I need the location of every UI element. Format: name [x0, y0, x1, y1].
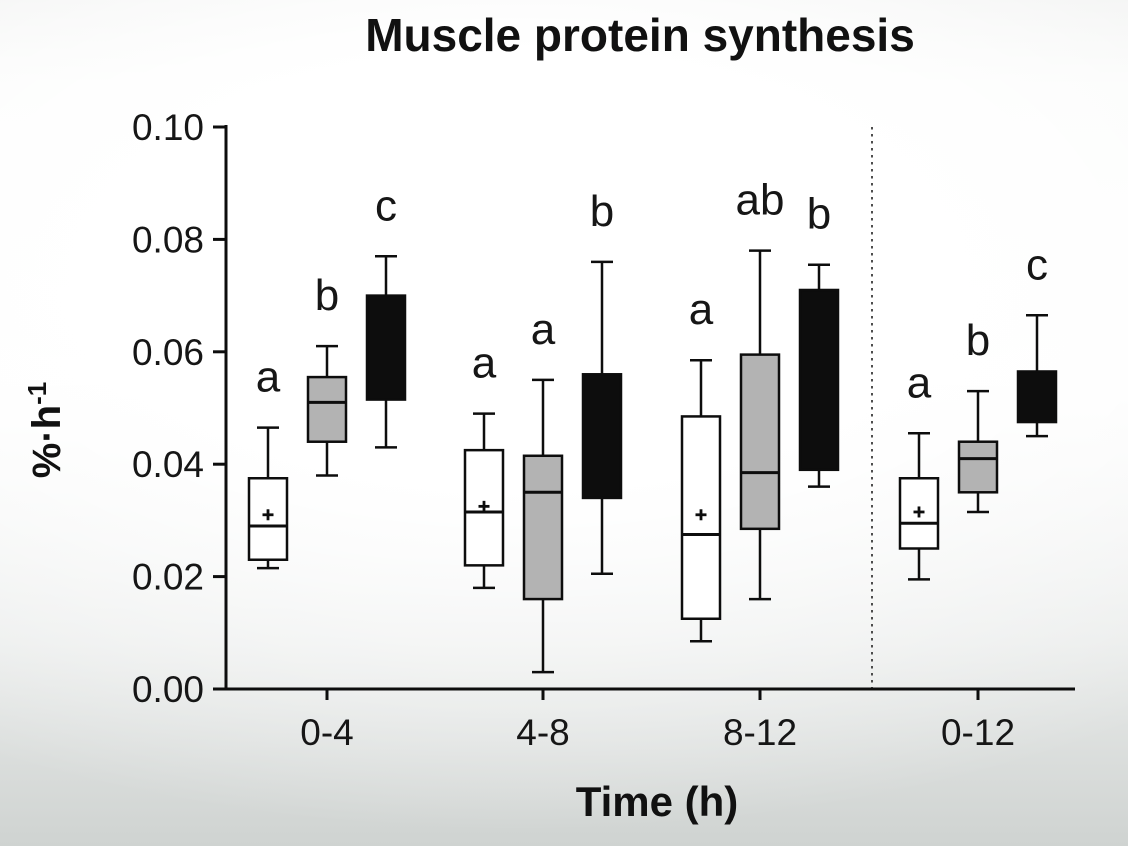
- significance-letter: b: [807, 190, 831, 239]
- box-black-0-12: [1016, 370, 1058, 424]
- significance-letter: ab: [736, 176, 785, 225]
- y-tick-label: 0.00: [132, 669, 204, 710]
- significance-letter: a: [256, 353, 281, 402]
- significance-letter: a: [531, 305, 556, 354]
- y-tick-label: 0.02: [132, 557, 204, 598]
- significance-letter: c: [375, 181, 397, 230]
- significance-letter: b: [966, 316, 990, 365]
- significance-letter: a: [907, 358, 932, 407]
- significance-letter: c: [1026, 240, 1048, 289]
- chart-title: Muscle protein synthesis: [365, 9, 915, 61]
- significance-letter: a: [689, 285, 714, 334]
- box-black-4-8: [581, 373, 623, 500]
- significance-letter: a: [472, 339, 497, 388]
- x-axis-label: Time (h): [575, 778, 739, 825]
- x-tick-label: 8-12: [723, 712, 797, 753]
- box-gray-4-8: [522, 454, 564, 601]
- x-tick-label: 4-8: [516, 712, 569, 753]
- box-gray-0-4: [306, 375, 348, 443]
- box-gray-8-12: [739, 353, 781, 531]
- y-tick-label: 0.10: [132, 107, 204, 148]
- y-tick-label: 0.04: [132, 444, 204, 485]
- x-tick-label: 0-12: [941, 712, 1015, 753]
- box-gray-0-12: [957, 440, 999, 494]
- significance-letter: b: [315, 271, 339, 320]
- box-black-8-12: [798, 288, 840, 472]
- y-tick-label: 0.06: [132, 332, 204, 373]
- y-tick-label: 0.08: [132, 219, 204, 260]
- box-black-0-4: [365, 294, 407, 401]
- significance-letter: b: [590, 187, 614, 236]
- x-tick-label: 0-4: [300, 712, 353, 753]
